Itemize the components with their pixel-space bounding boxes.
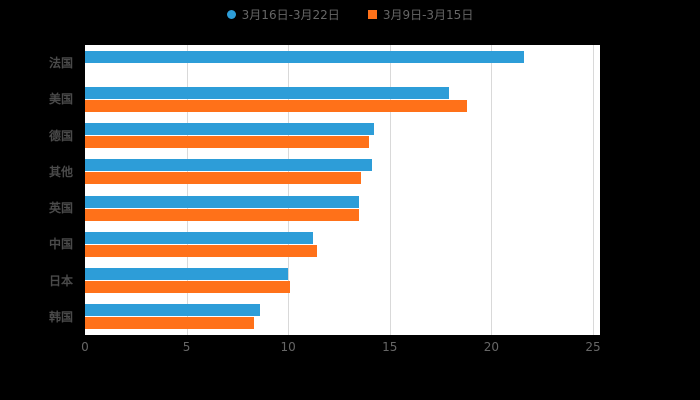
bar bbox=[85, 195, 360, 208]
legend-label: 3月9日-3月15日 bbox=[382, 8, 474, 22]
bar-group bbox=[85, 231, 593, 257]
plot-inner bbox=[85, 45, 594, 335]
y-axis-label: 法国 bbox=[48, 56, 73, 71]
bar-group bbox=[85, 268, 593, 294]
bar bbox=[85, 208, 360, 221]
bar-group bbox=[85, 86, 593, 112]
y-axis-label: 中国 bbox=[48, 237, 73, 252]
bar bbox=[85, 244, 317, 257]
y-axis-label: 英国 bbox=[48, 201, 73, 216]
bar bbox=[85, 268, 289, 281]
x-axis-label: 10 bbox=[280, 340, 296, 354]
legend-label: 3月16日-3月22日 bbox=[241, 8, 340, 22]
bar bbox=[85, 317, 254, 330]
gridline bbox=[491, 45, 493, 335]
legend-item[interactable]: 3月16日-3月22日 bbox=[226, 6, 340, 23]
y-axis-label: 德国 bbox=[48, 128, 73, 143]
bar bbox=[85, 159, 372, 172]
gridline bbox=[389, 45, 391, 335]
legend-marker-icon bbox=[226, 10, 236, 19]
bar bbox=[85, 172, 362, 185]
bar bbox=[85, 136, 370, 149]
x-axis-labels: 0 5 10 15 20 25 bbox=[81, 340, 600, 357]
x-axis-label: 25 bbox=[585, 340, 601, 354]
bar bbox=[85, 86, 449, 99]
y-axis-label: 其他 bbox=[48, 164, 73, 179]
y-axis-labels: 法国美国德国其他英国中国日本韩国 bbox=[0, 45, 79, 335]
gridline bbox=[186, 45, 188, 335]
bar bbox=[85, 99, 468, 112]
bar-group bbox=[85, 50, 593, 76]
plot-area bbox=[85, 45, 600, 335]
bar-group bbox=[85, 123, 593, 149]
bar bbox=[85, 123, 374, 136]
chart-legend: 3月16日-3月22日 3月9日-3月15日 bbox=[0, 6, 700, 23]
legend-marker-icon bbox=[367, 10, 377, 19]
gridline bbox=[288, 45, 290, 335]
bar bbox=[85, 231, 313, 244]
bar-groups bbox=[85, 45, 593, 335]
x-axis-label: 15 bbox=[382, 340, 398, 354]
x-axis-label: 5 bbox=[182, 340, 191, 354]
bar-group bbox=[85, 159, 593, 185]
y-axis-label: 美国 bbox=[48, 92, 73, 107]
x-axis-label: 20 bbox=[483, 340, 500, 354]
bar bbox=[85, 281, 291, 294]
legend-item[interactable]: 3月9日-3月15日 bbox=[367, 6, 474, 23]
bar bbox=[85, 50, 524, 63]
y-axis-label: 韩国 bbox=[48, 309, 73, 324]
y-axis-label: 日本 bbox=[48, 273, 73, 288]
x-axis-label: 0 bbox=[81, 340, 89, 354]
bar bbox=[85, 304, 260, 317]
gridline bbox=[593, 45, 594, 335]
bar-group bbox=[85, 304, 593, 330]
bar-group bbox=[85, 195, 593, 221]
